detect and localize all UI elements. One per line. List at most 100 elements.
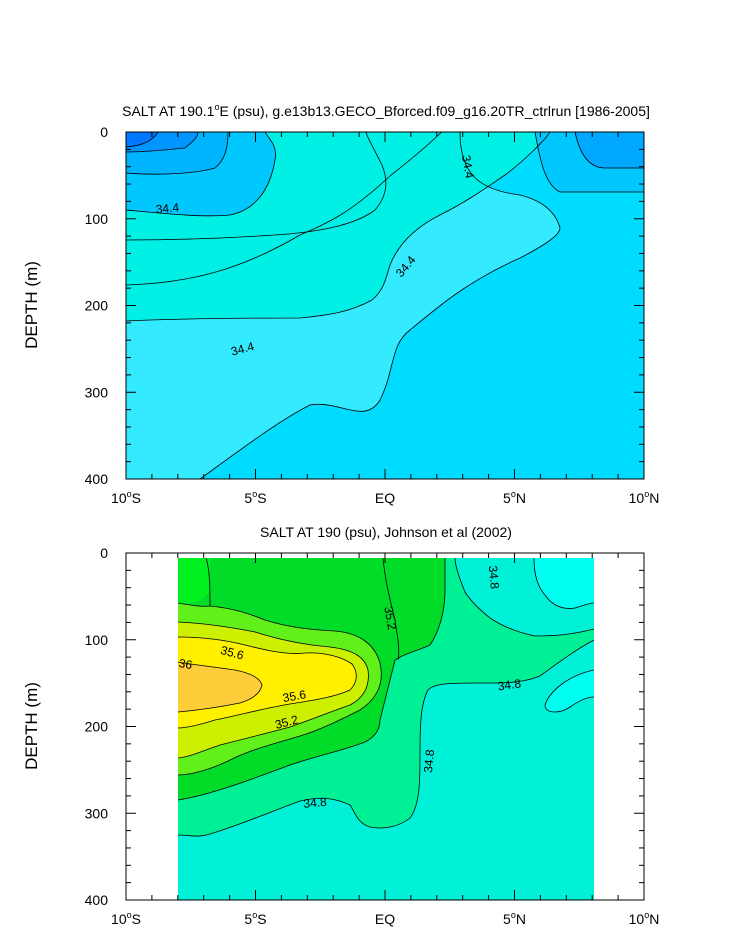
top-panel: SALT AT 190.1oE (psu), g.e13b13.GECO_Bfo… — [22, 102, 660, 506]
top-title-main: SALT AT 190.1 — [122, 103, 215, 119]
top-x-tick-label: 10oS — [111, 489, 141, 506]
top-y-tick-label: 0 — [100, 124, 108, 140]
bottom-contour-label: 35.6 — [282, 687, 308, 705]
top-x-tick-label: 5oS — [244, 489, 266, 506]
top-contour-line-c — [126, 132, 229, 175]
bottom-x-tick-label: EQ — [375, 911, 395, 927]
bottom-x-tick-hemisphere: N — [516, 911, 526, 927]
bottom-fill-35.4 — [178, 558, 210, 604]
top-fill-33.9 — [126, 132, 158, 147]
top-x-tick-label: 10oN — [629, 489, 660, 506]
top-x-tick-hemisphere: N — [516, 490, 526, 506]
top-contour-line-g — [126, 132, 443, 286]
bottom-contour-label: 34.8 — [486, 565, 502, 590]
bottom-panel: SALT AT 190 (psu), Johnson et al (2002) — [22, 524, 659, 927]
top-contour-label: 34.4 — [155, 200, 180, 216]
bottom-contour-label-text: 34.8 — [303, 795, 328, 811]
bottom-fill-right-34.6 — [545, 670, 594, 713]
top-y-tick-label: 200 — [85, 298, 109, 314]
top-x-tick-number: EQ — [375, 490, 395, 506]
top-title: SALT AT 190.1oE (psu), g.e13b13.GECO_Bfo… — [122, 102, 650, 119]
top-contour-line-j — [574, 132, 644, 169]
top-x-tick-number: 5 — [244, 490, 252, 506]
top-contour-line-d — [126, 132, 276, 217]
bottom-contour-line-e — [177, 605, 382, 776]
bottom-contour-line-h — [177, 639, 595, 837]
top-x-tick-label: EQ — [375, 490, 395, 506]
bottom-contour-label-text: 35.6 — [282, 687, 308, 705]
top-contour-label: 34.4 — [229, 339, 255, 359]
top-contour-line-a — [126, 132, 159, 148]
bottom-contour-label-text: 34.8 — [486, 565, 502, 590]
top-x-tick-hemisphere: N — [649, 490, 659, 506]
top-y-tick-label: 100 — [85, 211, 109, 227]
top-x-tick-number: 5 — [503, 490, 511, 506]
bottom-fill-right-white — [594, 553, 644, 900]
bottom-contour-label: 35.2 — [381, 605, 399, 631]
bottom-x-tick-hemisphere: N — [649, 911, 659, 927]
bottom-contour-line-g — [382, 557, 400, 661]
bottom-x-tick-hemisphere: S — [132, 911, 141, 927]
bottom-contour-label: 34.8 — [497, 676, 522, 693]
bottom-x-tick-degree: o — [252, 910, 257, 920]
bottom-ylabel: DEPTH (m) — [22, 682, 41, 770]
top-x-tick-number: 10 — [111, 490, 127, 506]
bottom-x-tick-label: 5oS — [244, 910, 266, 927]
bottom-contour-lines — [177, 557, 595, 837]
bottom-x-tick-number: 5 — [244, 911, 252, 927]
top-x-tick-number: 10 — [629, 490, 645, 506]
bottom-y-tick-label: 300 — [85, 805, 109, 821]
bottom-fill-left-white — [126, 553, 178, 900]
top-plot-area: 34.434.434.434.4 — [126, 132, 644, 479]
bottom-y-tick-label: 400 — [85, 892, 109, 908]
bottom-title: SALT AT 190 (psu), Johnson et al (2002) — [260, 524, 512, 540]
bottom-y-tick-label: 0 — [100, 545, 108, 561]
bottom-contour-label: 34.8 — [421, 749, 437, 774]
bottom-x-tick-label: 10oN — [629, 910, 660, 927]
top-contour-line-h — [199, 132, 561, 479]
top-contour-label-text: 34.4 — [229, 339, 255, 359]
bottom-contour-label-text: 35.2 — [273, 712, 299, 732]
bottom-contour-line-j — [533, 557, 595, 609]
bottom-x-tick-label: 10oS — [111, 910, 141, 927]
bottom-contour-line-d — [177, 661, 263, 713]
bottom-contour-label-text: 34.8 — [421, 749, 437, 774]
bottom-x-tick-degree: o — [127, 910, 132, 920]
bottom-contour-label-text: 35.2 — [381, 605, 399, 631]
bottom-contour-line-c — [177, 636, 357, 729]
top-y-tick-label: 300 — [85, 384, 109, 400]
bottom-contour-label-text: 35.6 — [219, 643, 245, 663]
bottom-contour-line-f — [177, 558, 446, 801]
top-contour-lines — [126, 132, 644, 479]
top-x-tick-hemisphere: S — [132, 490, 141, 506]
bottom-contour-line-k — [544, 669, 595, 713]
top-x-tick-degree: o — [644, 489, 649, 499]
bottom-y-tick-label: 200 — [85, 719, 109, 735]
bottom-plot-area: 35.2 34.8 35.6 36 35.6 35.2 34.8 34.8 34.8 — [126, 553, 644, 900]
bottom-x-tick-number: 5 — [503, 911, 511, 927]
top-contour-line-i — [534, 132, 644, 193]
bottom-contour-label: 36 — [178, 656, 194, 672]
top-contour-line-b — [126, 132, 199, 153]
top-contour-line-e — [126, 132, 387, 241]
bottom-x-tick-number: EQ — [375, 911, 395, 927]
top-contour-label: 34.4 — [459, 154, 477, 180]
top-contour-label-text: 34.4 — [459, 154, 477, 180]
top-contour-line-f — [126, 132, 551, 322]
top-ylabel: DEPTH (m) — [22, 261, 41, 349]
bottom-x-tick-degree: o — [644, 910, 649, 920]
top-x-tick-hemisphere: S — [257, 490, 266, 506]
bottom-contour-line-b — [177, 621, 369, 759]
top-title-degree: o — [214, 102, 219, 112]
bottom-contour-line-i — [454, 557, 595, 637]
top-x-tick-label: 5oN — [503, 489, 526, 506]
bottom-fill-right-34.6b — [534, 558, 594, 609]
top-x-tick-degree: o — [127, 489, 132, 499]
bottom-x-tick-number: 10 — [111, 911, 127, 927]
bottom-contour-labels: 35.2 34.8 35.6 36 35.6 35.2 34.8 34.8 34.8 — [178, 565, 522, 811]
bottom-x-tick-number: 10 — [629, 911, 645, 927]
bottom-fill-36 — [178, 662, 262, 712]
